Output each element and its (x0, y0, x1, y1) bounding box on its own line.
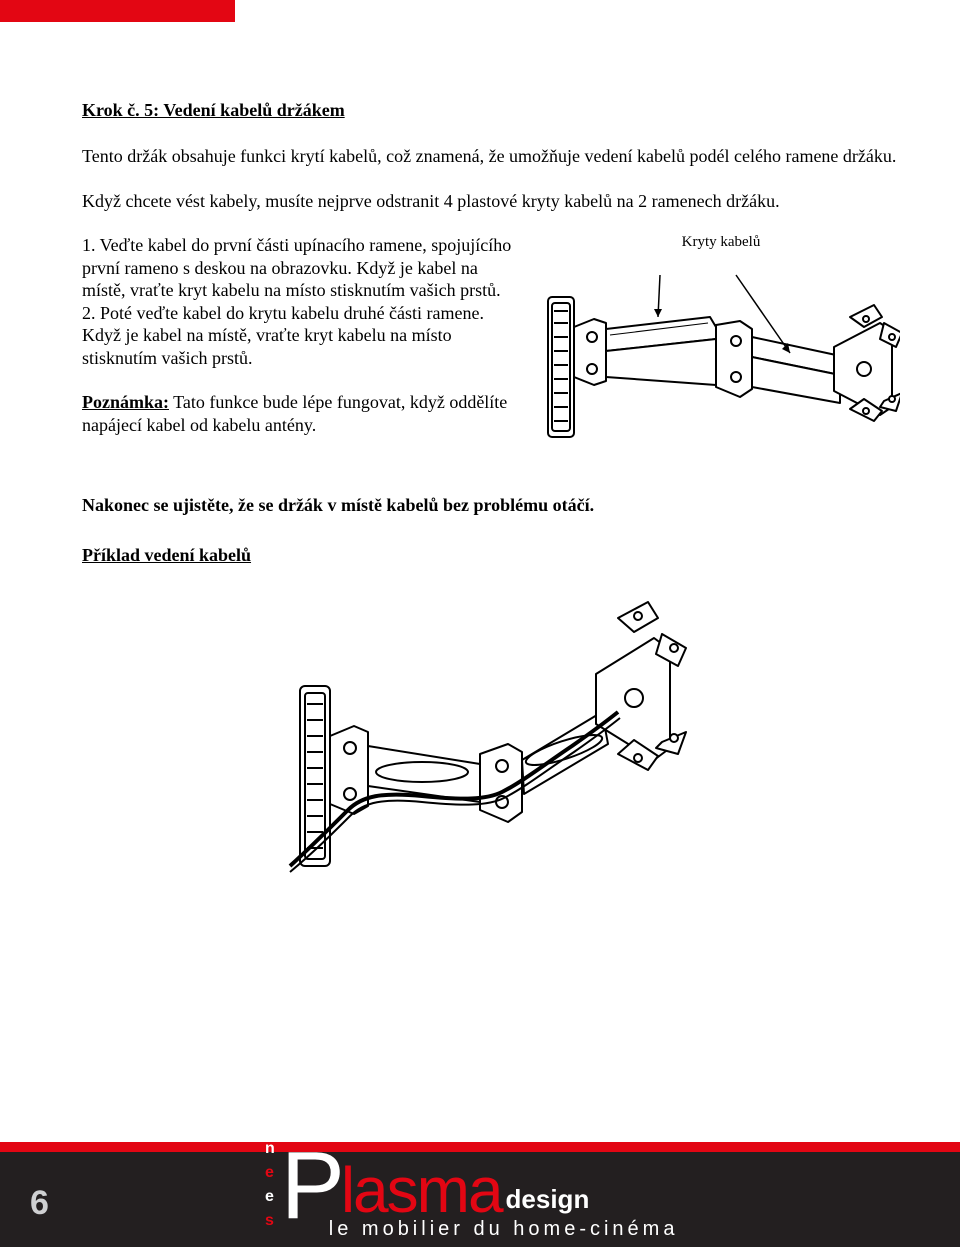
logo-line-1: P lasma design (281, 1150, 590, 1222)
page-number: 6 (30, 1184, 49, 1223)
step-row: 1. Veďte kabel do první části upínacího … (82, 234, 902, 472)
figure-1-label: Kryty kabelů (540, 234, 902, 251)
seen-s: s (265, 1213, 275, 1229)
seen-n: n (265, 1141, 275, 1157)
page-content: Krok č. 5: Vedení kabelů držákem Tento d… (82, 100, 902, 906)
logo-tagline: le mobilier du home-cinéma (329, 1218, 679, 1241)
step-item-1: 1. Veďte kabel do první části upínacího … (82, 234, 512, 302)
example-heading: Příklad vedení kabelů (82, 545, 902, 566)
logo-lasma: lasma (341, 1158, 502, 1222)
step-note: Poznámka: Tato funkce bude lépe fungovat… (82, 391, 512, 436)
cable-routing-diagram-icon (272, 596, 712, 906)
logo-design: design (506, 1186, 590, 1212)
seen-e1: e (265, 1189, 275, 1205)
footer-logo: n e e s P lasma design le mobilier du ho… (265, 1141, 678, 1241)
page-footer: 6 n e e s P lasma design le mobilier du … (0, 1142, 960, 1247)
note-label: Poznámka: (82, 392, 169, 412)
step-title: Krok č. 5: Vedení kabelů držákem (82, 100, 902, 121)
intro-para-1: Tento držák obsahuje funkci krytí kabelů… (82, 145, 902, 168)
figure-1-column: Kryty kabelů (540, 234, 902, 472)
figure-2-wrap (82, 596, 902, 906)
logo-p: P (281, 1150, 341, 1222)
step-text-column: 1. Veďte kabel do první části upínacího … (82, 234, 512, 458)
seen-letters: n e e s (265, 1141, 275, 1229)
seen-e2: e (265, 1165, 275, 1181)
bracket-diagram-icon (540, 257, 900, 467)
header-red-bar (0, 0, 235, 22)
step-item-2: 2. Poté veďte kabel do krytu kabelu druh… (82, 302, 512, 370)
logo-main: P lasma design le mobilier du home-ciném… (281, 1150, 679, 1241)
intro-para-2: Když chcete vést kabely, musíte nejprve … (82, 190, 902, 213)
final-check: Nakonec se ujistěte, že se držák v místě… (82, 494, 902, 517)
